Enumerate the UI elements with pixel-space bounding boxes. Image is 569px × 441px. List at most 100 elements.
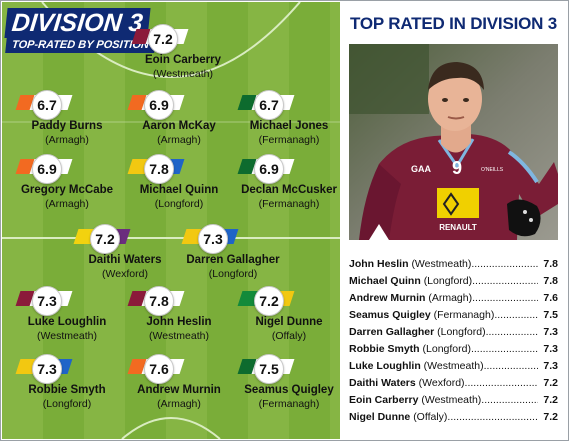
list-item: Darren Gallagher (Longford).............… — [349, 326, 558, 338]
list-item: Robbie Smyth (Longford).................… — [349, 343, 558, 355]
list-player-rating: 7.3 — [543, 360, 558, 372]
list-player-county: (Longford) — [422, 343, 471, 355]
player-rating: 7.3 — [32, 354, 62, 384]
list-player-name: Eoin Carberry — [349, 394, 419, 406]
list-player-rating: 7.8 — [543, 258, 558, 270]
shirt-number: 9 — [452, 158, 462, 178]
list-item: Eoin Carberry (Westmeath)...............… — [349, 394, 558, 406]
list-player-county: (Westmeath) — [411, 258, 472, 270]
player-photo: 9 GAA O'NEILLS RENAULT — [349, 44, 558, 240]
player-card: 7.8 Michael Quinn (Longford) — [124, 154, 234, 210]
player-card: 6.9 Gregory McCabe (Armagh) — [12, 154, 122, 210]
list-player-county: (Westmeath) — [423, 360, 484, 372]
shirt-badge: GAA — [411, 164, 432, 174]
list-player-rating: 7.2 — [543, 411, 558, 423]
player-county: (Armagh) — [157, 398, 201, 410]
player-name: Nigel Dunne — [255, 316, 323, 328]
division-badge: DIVISION 3 TOP-RATED BY POSITION — [4, 8, 156, 53]
list-player-county: (Longford) — [437, 326, 486, 338]
player-card: 7.5 Seamus Quigley (Fermanagh) — [234, 354, 340, 410]
list-player-county: (Fermanagh) — [433, 309, 495, 321]
player-rating: 7.3 — [32, 286, 62, 316]
player-name: Michael Jones — [249, 120, 329, 132]
list-item: Michael Quinn (Longford)................… — [349, 275, 558, 287]
list-player-county: (Longford) — [423, 275, 473, 287]
player-county: (Wexford) — [102, 268, 148, 280]
list-player-name: Daithi Waters — [349, 377, 416, 389]
list-player-name: Robbie Smyth — [349, 343, 420, 355]
player-rating: 7.2 — [254, 286, 284, 316]
player-county: (Westmeath) — [149, 330, 209, 342]
list-item: Nigel Dunne (Offaly)....................… — [349, 411, 558, 423]
list-item: Seamus Quigley (Fermanagh)..............… — [349, 309, 558, 321]
player-name: Gregory McCabe — [20, 184, 114, 196]
list-player-name: Michael Quinn — [349, 275, 421, 287]
player-card: 6.9 Aaron McKay (Armagh) — [124, 90, 234, 146]
player-rating: 7.6 — [144, 354, 174, 384]
player-card: 6.9 Declan McCusker (Fermanagh) — [234, 154, 340, 210]
top-rated-panel: TOP RATED IN DIVISION 3 — [341, 2, 567, 439]
list-player-rating: 7.3 — [543, 326, 558, 338]
list-item: Daithi Waters (Wexford).................… — [349, 377, 558, 389]
player-photo-illustration: 9 GAA O'NEILLS RENAULT — [349, 44, 558, 240]
shirt-maker: O'NEILLS — [481, 167, 504, 173]
player-rating: 6.7 — [32, 90, 62, 120]
list-player-name: Darren Gallagher — [349, 326, 435, 338]
player-card: 6.7 Michael Jones (Fermanagh) — [234, 90, 340, 146]
player-rating: 7.3 — [198, 224, 228, 254]
list-player-county: (Westmeath) — [421, 394, 482, 406]
player-county: (Westmeath) — [37, 330, 97, 342]
list-player-county: (Wexford) — [418, 377, 465, 389]
player-name: Eoin Carberry — [144, 54, 222, 66]
player-card: 7.3 Darren Gallagher (Longford) — [178, 224, 288, 280]
player-rating: 7.5 — [254, 354, 284, 384]
pitch: DIVISION 3 TOP-RATED BY POSITION 7.2 Eoi… — [2, 2, 340, 439]
list-player-rating: 7.8 — [543, 275, 558, 287]
player-rating: 6.9 — [144, 90, 174, 120]
list-player-name: Luke Loughlin — [349, 360, 421, 372]
player-rating: 7.8 — [144, 154, 174, 184]
list-player-rating: 7.5 — [543, 309, 558, 321]
panel-title: TOP RATED IN DIVISION 3 — [350, 14, 557, 33]
player-county: (Fermanagh) — [258, 134, 320, 146]
player-card: 7.2 Daithi Waters (Wexford) — [70, 224, 180, 280]
list-player-name: Nigel Dunne — [349, 411, 411, 423]
list-item: Luke Loughlin (Westmeath)...............… — [349, 360, 558, 372]
player-card: 7.8 John Heslin (Westmeath) — [124, 286, 234, 342]
player-county: (Armagh) — [157, 134, 201, 146]
player-card: 7.2 Nigel Dunne (Offaly) — [234, 286, 340, 342]
player-card: 7.6 Andrew Murnin (Armagh) — [124, 354, 234, 410]
player-county: (Westmeath) — [153, 68, 213, 80]
player-rating: 6.9 — [254, 154, 284, 184]
list-player-county: (Armagh) — [428, 292, 473, 304]
player-name: Robbie Smyth — [28, 384, 106, 396]
player-name: John Heslin — [146, 316, 212, 328]
player-card: 7.2 Eoin Carberry (Westmeath) — [128, 24, 238, 80]
player-card: 7.3 Luke Loughlin (Westmeath) — [12, 286, 122, 342]
list-player-county: (Offaly) — [413, 411, 448, 423]
player-county: (Longford) — [154, 198, 204, 210]
player-name: Paddy Burns — [31, 120, 103, 132]
player-county: (Fermanagh) — [258, 198, 320, 210]
player-card: 7.3 Robbie Smyth (Longford) — [12, 354, 122, 410]
player-rating: 7.2 — [90, 224, 120, 254]
player-name: Michael Quinn — [139, 184, 219, 196]
list-item: Andrew Murnin (Armagh)..................… — [349, 292, 558, 304]
player-county: (Armagh) — [45, 198, 89, 210]
player-name: Aaron McKay — [142, 120, 216, 132]
player-name: Darren Gallagher — [186, 254, 280, 266]
player-rating: 6.7 — [254, 90, 284, 120]
list-player-rating: 7.2 — [543, 394, 558, 406]
list-player-name: Andrew Murnin — [349, 292, 426, 304]
player-rating: 6.9 — [32, 154, 62, 184]
list-player-rating: 7.6 — [543, 292, 558, 304]
shirt-sponsor: RENAULT — [439, 223, 477, 232]
player-name: Andrew Murnin — [137, 384, 221, 396]
player-name: Luke Loughlin — [27, 316, 107, 328]
player-county: (Offaly) — [271, 330, 307, 342]
player-rating: 7.8 — [144, 286, 174, 316]
player-name: Seamus Quigley — [244, 384, 334, 396]
list-player-name: John Heslin — [349, 258, 409, 270]
player-county: (Armagh) — [45, 134, 89, 146]
